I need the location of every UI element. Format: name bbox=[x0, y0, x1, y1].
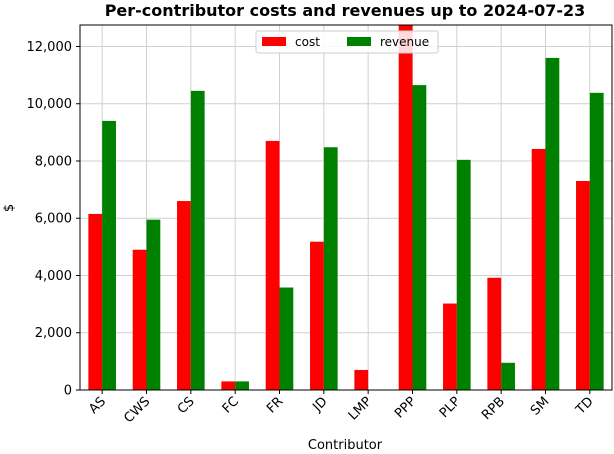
bar-cost bbox=[265, 140, 280, 390]
bar-revenue bbox=[279, 287, 294, 390]
x-tick-label: PLP bbox=[437, 394, 464, 421]
bar-revenue bbox=[501, 362, 515, 390]
bar-cost bbox=[443, 303, 457, 390]
bar-cost bbox=[132, 249, 147, 390]
bar-cost bbox=[221, 381, 236, 390]
y-tick-label: 2,000 bbox=[35, 326, 72, 341]
bar-cost bbox=[398, 25, 413, 390]
x-axis: AS CWS CS FC FR JD LMP PPP PLP RPB SM TD bbox=[86, 390, 597, 426]
bar-cost bbox=[576, 181, 590, 390]
x-tick-label: PPP bbox=[392, 394, 419, 421]
y-tick-label: 8,000 bbox=[35, 154, 72, 169]
x-tick-label: CWS bbox=[121, 394, 153, 426]
y-axis-label: $ bbox=[2, 204, 17, 212]
bar-revenue bbox=[589, 92, 604, 391]
bar-revenue bbox=[190, 90, 205, 390]
x-tick-label: CS bbox=[175, 394, 198, 417]
legend-swatch-cost bbox=[262, 37, 286, 46]
x-tick-label: LMP bbox=[346, 394, 375, 423]
legend-swatch-revenue bbox=[347, 37, 371, 46]
x-tick-label: FC bbox=[220, 394, 242, 416]
x-tick-label: SM bbox=[528, 394, 552, 418]
bar-revenue bbox=[102, 120, 116, 390]
chart-title: Per-contributor costs and revenues up to… bbox=[105, 1, 586, 20]
bar-cost bbox=[88, 213, 103, 390]
legend: cost revenue bbox=[255, 30, 439, 54]
y-tick-label: 6,000 bbox=[35, 212, 72, 227]
x-tick-label: TD bbox=[573, 394, 597, 418]
bar-cost bbox=[177, 201, 191, 390]
y-tick-label: 10,000 bbox=[27, 97, 73, 112]
y-tick-label: 12,000 bbox=[27, 40, 73, 55]
x-tick-label: RPB bbox=[479, 394, 508, 423]
x-tick-label: JD bbox=[310, 394, 331, 415]
bar-revenue bbox=[323, 147, 338, 390]
bar-revenue bbox=[456, 159, 471, 390]
bar-cost bbox=[487, 277, 502, 390]
y-axis: 0 2,000 4,000 6,000 8,000 10,000 12,000 bbox=[27, 40, 80, 399]
x-tick-label: FR bbox=[264, 394, 286, 416]
plot-frame bbox=[79, 24, 613, 391]
bar-cost bbox=[531, 148, 546, 390]
bar-cost bbox=[354, 369, 369, 390]
y-tick-label: 4,000 bbox=[35, 269, 72, 284]
legend-label-revenue: revenue bbox=[380, 35, 429, 49]
x-tick-label: AS bbox=[86, 394, 109, 417]
legend-label-cost: cost bbox=[295, 35, 320, 49]
x-axis-label: Contributor bbox=[308, 438, 383, 453]
bar-revenue bbox=[235, 381, 249, 390]
bars bbox=[88, 25, 604, 391]
bar-revenue bbox=[545, 57, 560, 390]
y-tick-label: 0 bbox=[64, 384, 72, 399]
bar-revenue bbox=[412, 85, 427, 390]
bar-revenue bbox=[146, 219, 161, 390]
bar-cost bbox=[310, 241, 324, 390]
